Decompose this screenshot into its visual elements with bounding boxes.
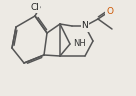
Text: N: N <box>82 22 88 31</box>
Text: Cl: Cl <box>30 2 39 12</box>
Text: O: O <box>106 7 114 15</box>
Text: NH: NH <box>73 39 86 48</box>
